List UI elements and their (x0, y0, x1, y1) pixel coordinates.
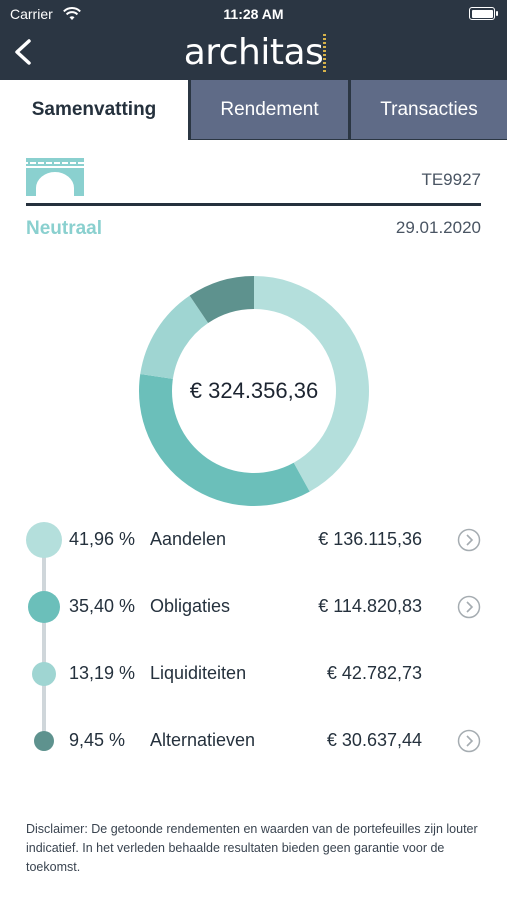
aandelen-dot (26, 522, 62, 558)
aandelen-label: Aandelen (150, 529, 227, 549)
tab-rendement[interactable]: Rendement (191, 80, 348, 139)
portfolio-total: € 324.356,36 (189, 378, 319, 403)
donut-segment-aandelen (254, 276, 369, 492)
obligaties-label: Obligaties (150, 596, 231, 616)
alternatieven-percent: 9,45 % (69, 730, 126, 750)
tab-transacties[interactable]: Transacties (351, 80, 507, 139)
alternatieven-amount: € 30.637,44 (326, 730, 422, 750)
allocation-donut-chart (139, 276, 369, 506)
donut-segment-obligaties (139, 374, 310, 506)
divider (26, 203, 481, 206)
account-number: TE9927 (421, 170, 481, 189)
valuation-date: 29.01.2020 (395, 218, 481, 237)
legend-connector-line (42, 540, 46, 742)
liquiditeiten-amount: € 42.782,73 (326, 663, 422, 683)
logo-accent (323, 34, 326, 72)
chevron-right-circle-icon[interactable] (457, 729, 481, 753)
navigation-bar: architas (0, 28, 507, 80)
aandelen-percent: 41,96 % (69, 529, 136, 549)
chevron-right-circle-icon[interactable] (457, 595, 481, 619)
obligaties-percent: 35,40 % (69, 596, 136, 616)
obligaties-amount: € 114.820,83 (318, 596, 422, 616)
bridge-icon (26, 158, 84, 196)
wifi-icon (63, 7, 81, 20)
tab-samenvatting[interactable]: Samenvatting (0, 80, 188, 140)
risk-profile: Neutraal (26, 218, 103, 239)
carrier-label: Carrier (10, 6, 53, 22)
donut-segment-alternatieven (189, 276, 254, 324)
legend-row-obligaties[interactable]: 35,40 % Obligaties € 114.820,83 (26, 587, 481, 627)
back-chevron-icon[interactable] (10, 36, 40, 68)
liquiditeiten-label: Liquiditeiten (150, 663, 247, 683)
legend-row-aandelen[interactable]: 41,96 % Aandelen € 136.115,36 (26, 520, 481, 560)
alternatieven-dot (34, 731, 54, 751)
status-bar: Carrier 11:28 AM (0, 0, 507, 28)
alternatieven-label: Alternatieven (150, 730, 256, 750)
tab-bar: Samenvatting Rendement Transacties (0, 80, 507, 140)
liquiditeiten-dot (32, 662, 56, 686)
chevron-right-circle-icon[interactable] (457, 528, 481, 552)
aandelen-amount: € 136.115,36 (318, 529, 422, 549)
allocation-legend: 41,96 % Aandelen € 136.115,36 35,40 % Ob… (26, 520, 481, 760)
disclaimer-text: Disclaimer: De getoonde rendementen en w… (26, 822, 478, 874)
donut-segment-liquiditeiten (140, 295, 209, 379)
app-header: Carrier 11:28 AM architas (0, 0, 507, 80)
liquiditeiten-percent: 13,19 % (69, 663, 136, 683)
legend-row-alternatieven[interactable]: 9,45 % Alternatieven € 30.637,44 (26, 721, 481, 761)
obligaties-dot (28, 591, 60, 623)
status-time: 11:28 AM (223, 6, 284, 22)
brand-logo: architas (183, 32, 324, 73)
legend-row-liquiditeiten: 13,19 % Liquiditeiten € 42.782,73 (26, 654, 481, 694)
battery-icon (469, 7, 498, 20)
